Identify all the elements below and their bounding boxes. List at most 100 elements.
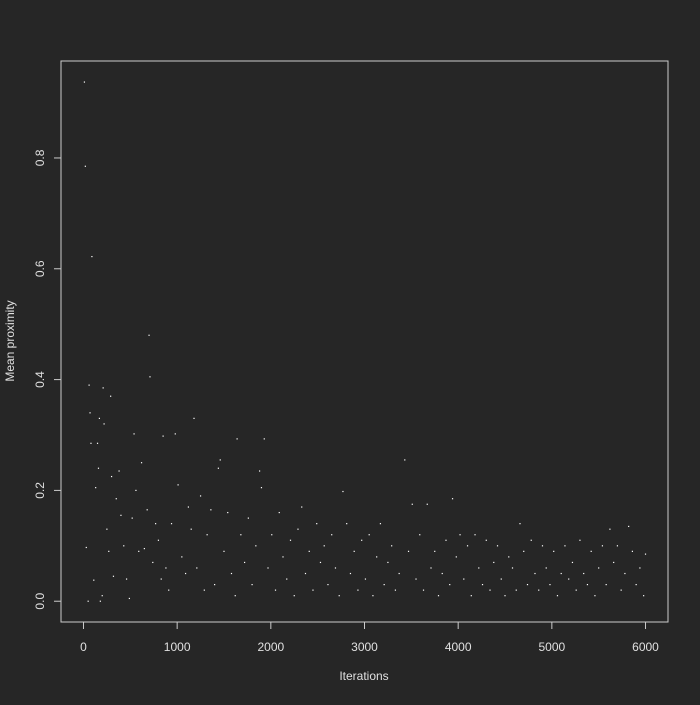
point <box>526 584 529 586</box>
point <box>437 595 440 597</box>
point <box>143 547 145 550</box>
point <box>474 534 476 536</box>
point <box>404 459 406 461</box>
point <box>293 595 295 597</box>
point <box>478 567 480 569</box>
point <box>193 417 195 419</box>
point <box>274 589 277 591</box>
point <box>338 595 340 597</box>
x-tick-label: 0 <box>80 640 87 654</box>
point <box>196 567 198 569</box>
point <box>260 487 263 489</box>
point <box>128 597 130 600</box>
point <box>199 495 202 497</box>
point <box>564 545 566 547</box>
point <box>174 433 176 435</box>
point <box>96 442 99 444</box>
point <box>342 490 344 493</box>
point <box>90 442 92 444</box>
point <box>304 572 307 575</box>
point <box>203 589 205 591</box>
point <box>357 589 359 591</box>
point <box>419 534 421 536</box>
point <box>184 572 187 575</box>
point <box>334 567 337 569</box>
point <box>227 511 229 514</box>
point <box>391 545 393 547</box>
point <box>157 539 160 541</box>
point <box>353 550 355 552</box>
point <box>372 595 374 597</box>
point <box>214 584 216 586</box>
point <box>463 578 465 580</box>
point <box>549 584 551 586</box>
point <box>441 572 443 575</box>
point <box>346 523 348 525</box>
point <box>297 528 299 530</box>
point <box>598 567 600 569</box>
point <box>500 578 502 580</box>
x-tick-label: 2000 <box>257 640 284 654</box>
point <box>316 523 318 525</box>
point <box>123 545 125 547</box>
point <box>411 503 413 505</box>
point <box>110 475 113 478</box>
point <box>95 487 97 489</box>
point <box>106 528 108 530</box>
point <box>466 545 469 547</box>
point <box>368 534 370 536</box>
point <box>643 595 645 597</box>
point <box>170 523 173 525</box>
point <box>165 567 167 569</box>
point <box>349 572 352 575</box>
point <box>504 595 506 597</box>
point <box>103 423 105 425</box>
point <box>481 584 484 586</box>
point <box>247 517 249 519</box>
point <box>118 470 120 472</box>
point <box>149 376 151 378</box>
x-axis-label: Iterations <box>339 669 388 683</box>
point <box>255 545 257 547</box>
point <box>590 550 592 552</box>
point <box>519 523 521 525</box>
point <box>177 484 179 486</box>
point <box>87 600 89 602</box>
point <box>83 81 86 83</box>
point <box>455 556 457 558</box>
point <box>115 498 117 500</box>
point <box>278 511 280 514</box>
point <box>407 550 410 552</box>
point <box>583 572 585 575</box>
point <box>271 534 273 536</box>
point <box>541 545 544 547</box>
point <box>308 550 310 552</box>
point <box>575 589 577 591</box>
point <box>319 561 322 564</box>
point <box>133 433 135 435</box>
point <box>331 534 333 536</box>
point <box>556 595 559 597</box>
point <box>586 584 589 586</box>
point <box>267 567 269 569</box>
point <box>515 589 517 591</box>
point <box>168 589 170 591</box>
point <box>496 545 499 547</box>
point <box>263 438 265 440</box>
point <box>286 578 288 580</box>
point <box>523 550 525 552</box>
point <box>616 545 619 547</box>
point <box>459 534 461 536</box>
point <box>236 438 238 440</box>
point <box>628 525 630 528</box>
point <box>508 556 510 558</box>
y-tick-label: 0.4 <box>33 371 47 388</box>
point <box>470 595 472 597</box>
point <box>594 595 596 597</box>
point <box>206 534 208 536</box>
point <box>434 550 436 552</box>
y-tick-label: 0.6 <box>33 260 47 277</box>
point <box>88 384 90 386</box>
point <box>301 506 303 508</box>
